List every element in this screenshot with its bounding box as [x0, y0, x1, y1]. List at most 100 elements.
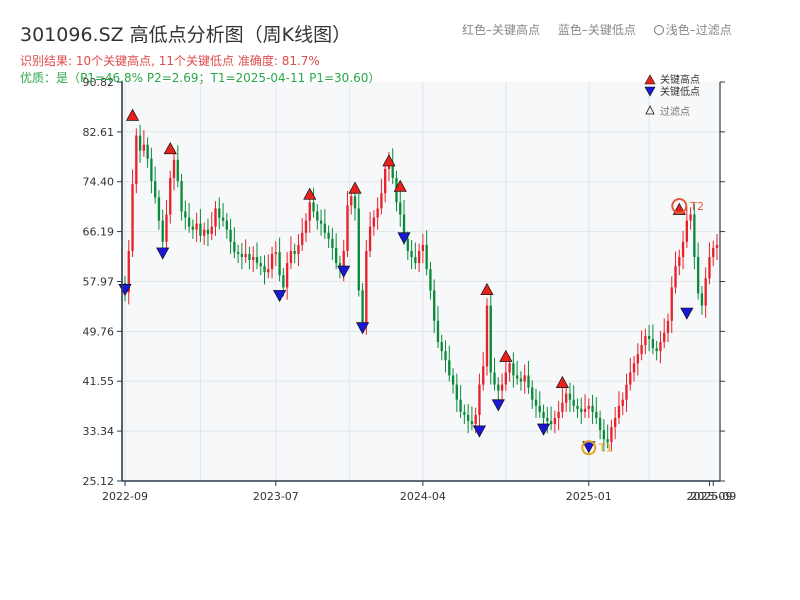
t2-ring	[671, 198, 688, 215]
key-low-marker	[273, 290, 287, 303]
candle-body	[436, 320, 440, 343]
candle-body	[255, 257, 259, 264]
key-high-marker	[393, 179, 407, 192]
candle-body	[252, 257, 255, 261]
candle-body	[644, 335, 647, 346]
x-tick-label: 2025-09	[690, 490, 736, 503]
candle-body	[244, 253, 247, 258]
candle-body	[534, 399, 538, 406]
candle-body	[497, 384, 500, 391]
candle-body	[463, 411, 466, 415]
t2-label: T2	[689, 200, 704, 213]
y-tick-label: 66.19	[83, 226, 115, 239]
candle-body	[346, 205, 349, 251]
candle-body	[500, 384, 504, 391]
candle-body	[474, 414, 477, 425]
candle-body	[712, 247, 715, 258]
candle-body	[519, 378, 523, 382]
key-high-marker	[382, 154, 396, 167]
candle-body	[689, 214, 692, 221]
candle-body	[587, 405, 590, 409]
y-tick-label: 57.97	[83, 276, 115, 289]
candle-body	[678, 257, 681, 267]
candle-body	[240, 253, 244, 258]
candle-body	[700, 293, 704, 306]
y-tick-label: 74.40	[83, 176, 115, 189]
legend-filtered-icon	[645, 105, 655, 115]
candle-body	[482, 366, 485, 385]
candle-body	[572, 399, 575, 406]
candle-body	[512, 363, 515, 376]
candle-body	[138, 135, 142, 151]
key-high-marker	[480, 282, 494, 296]
candle-body	[523, 375, 526, 382]
chart-title: 301096.SZ 高低点分析图（周K线图）	[20, 24, 352, 46]
legend-low-label: 关键低点	[660, 85, 700, 98]
candle-body	[598, 417, 602, 431]
candle-body	[376, 208, 379, 218]
key-point-markers: T1 T2	[118, 108, 704, 456]
candle-body	[285, 263, 289, 288]
candle-body	[214, 208, 217, 227]
candle-body	[301, 232, 304, 245]
legend-low-icon	[644, 86, 656, 97]
candle-body	[674, 266, 677, 288]
candle-body	[361, 290, 364, 323]
axes: 25.12 33.34 41.55 49.76 57.97 66.19 74.40 82.61…	[83, 76, 737, 503]
key-low-marker	[472, 425, 487, 438]
candle-body	[561, 402, 564, 412]
candle-body	[184, 211, 187, 218]
quality-result: 优质：是（P1=46.8% P2=2.69；T1=2025-04-11 P1=3…	[20, 71, 381, 85]
candle-body	[191, 226, 195, 230]
candle-body	[342, 250, 345, 270]
candle-body	[595, 411, 598, 418]
candle-body	[478, 384, 481, 415]
candle-body	[455, 384, 458, 400]
legend: 关键高点 关键低点 过滤点	[644, 73, 700, 118]
candle-body	[203, 229, 206, 236]
candle-body	[150, 158, 153, 182]
t1-label: T1	[598, 442, 613, 455]
candle-body	[685, 220, 689, 242]
candle-body	[553, 417, 557, 425]
candle-body	[493, 372, 496, 385]
candle-body	[663, 332, 666, 343]
key-high-marker	[125, 108, 140, 121]
candle-body	[172, 159, 176, 179]
candle-body	[308, 202, 311, 221]
candle-body	[259, 263, 262, 267]
candle-body	[293, 250, 296, 254]
grid-lines	[122, 82, 720, 481]
candle-body	[708, 257, 711, 279]
candle-body	[225, 220, 228, 230]
candle-body	[187, 217, 191, 227]
candle-body	[233, 241, 236, 253]
candle-body	[206, 229, 210, 234]
candle-body	[316, 211, 319, 221]
candle-body	[199, 223, 202, 236]
key-low-marker	[536, 423, 551, 436]
candle-body	[444, 351, 447, 361]
candle-body	[169, 178, 172, 215]
candle-body	[282, 275, 285, 288]
key-low-marker	[491, 399, 505, 412]
candle-body	[666, 320, 670, 333]
candle-body	[459, 399, 462, 412]
candle-body	[270, 253, 274, 270]
key-low-marker	[156, 247, 170, 260]
candle-body	[681, 241, 685, 258]
candle-body	[621, 399, 624, 406]
candle-body	[704, 278, 707, 306]
candle-body	[485, 305, 489, 367]
candle-body	[433, 290, 436, 321]
candle-body	[580, 408, 583, 412]
candle-body	[636, 354, 639, 364]
color-key-red: 红色–关键高点	[462, 23, 541, 37]
candle-body	[640, 345, 643, 355]
x-tick-label: 2025-01	[566, 490, 612, 503]
candle-body	[625, 384, 628, 400]
key-high-marker	[163, 142, 177, 155]
candle-body	[229, 229, 232, 242]
candle-body	[531, 387, 534, 400]
